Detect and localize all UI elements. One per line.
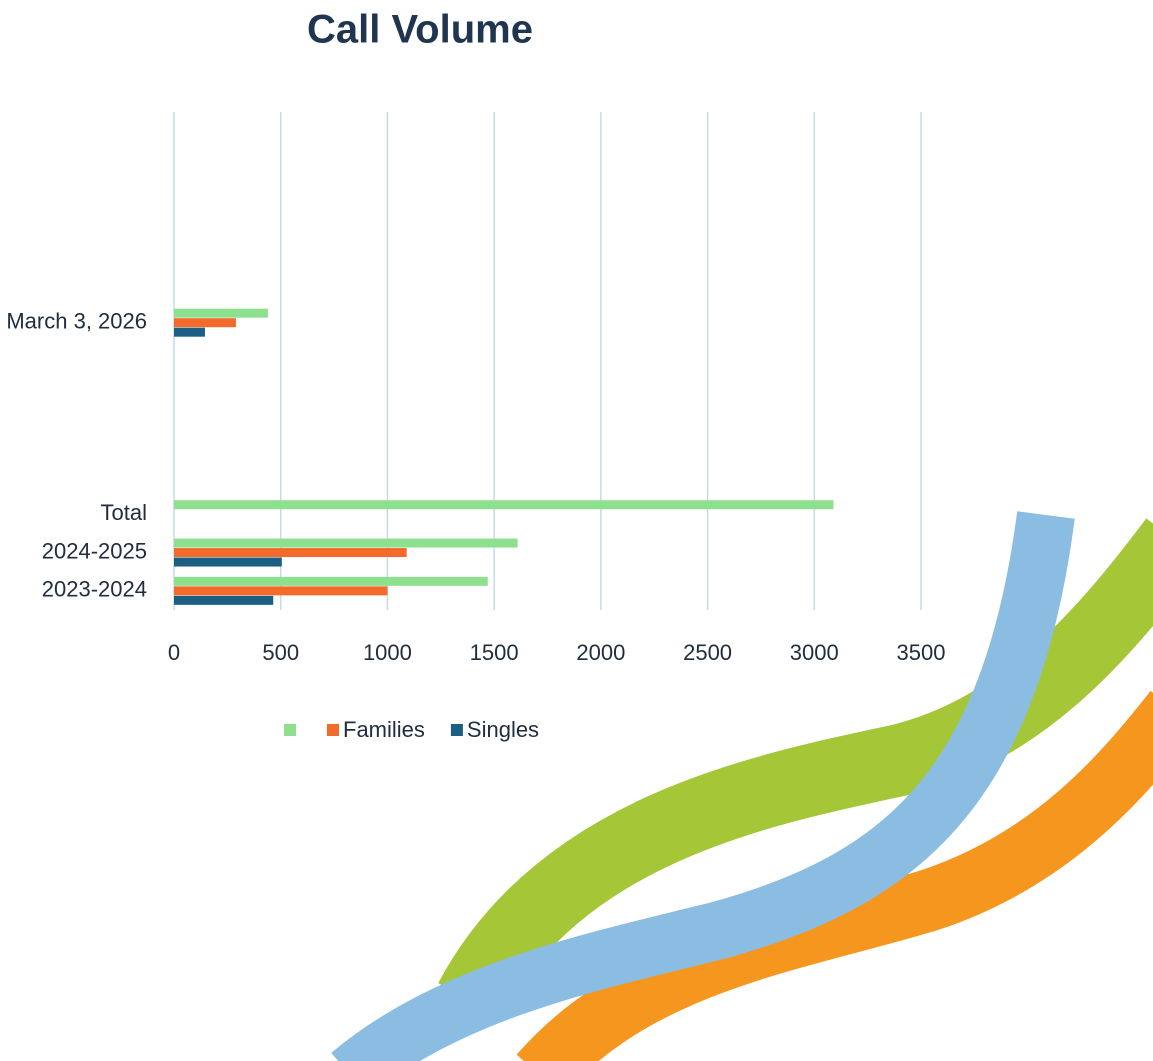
x-tick-label: 0 xyxy=(168,640,180,665)
bar xyxy=(174,577,488,586)
x-tick-label: 1000 xyxy=(363,640,412,665)
decoration xyxy=(350,515,1153,1061)
y-tick-label: 2024-2025 xyxy=(42,538,147,563)
x-tick-label: 2000 xyxy=(576,640,625,665)
legend-swatch xyxy=(327,724,339,736)
bar xyxy=(174,548,407,557)
bar xyxy=(174,328,205,337)
bar xyxy=(174,539,518,548)
x-tick-label: 3500 xyxy=(897,640,946,665)
bar xyxy=(174,586,387,595)
x-tick-label: 2500 xyxy=(683,640,732,665)
bar xyxy=(174,318,236,327)
x-tick-label: 500 xyxy=(262,640,299,665)
legend-swatch xyxy=(451,724,463,736)
chart: Call Volume 0 500 1000 1500 2000 2500 3000 3500… xyxy=(0,0,1153,1061)
x-tick-label: 3000 xyxy=(790,640,839,665)
bar xyxy=(174,596,273,605)
x-tick-label: 1500 xyxy=(470,640,519,665)
bar xyxy=(174,309,268,318)
chart-title: Call Volume xyxy=(307,8,533,52)
legend-label: Families xyxy=(343,717,425,742)
legend-swatch xyxy=(284,724,296,736)
page: Call Volume 0 500 1000 1500 2000 2500 3000 3500… xyxy=(0,0,1153,1061)
y-tick-label: March 3, 2026 xyxy=(6,309,147,334)
legend-label: Singles xyxy=(467,717,539,742)
y-tick-label: Total xyxy=(101,500,147,525)
y-tick-label: 2023-2024 xyxy=(42,577,147,602)
bar xyxy=(174,500,833,509)
bar xyxy=(174,558,282,567)
